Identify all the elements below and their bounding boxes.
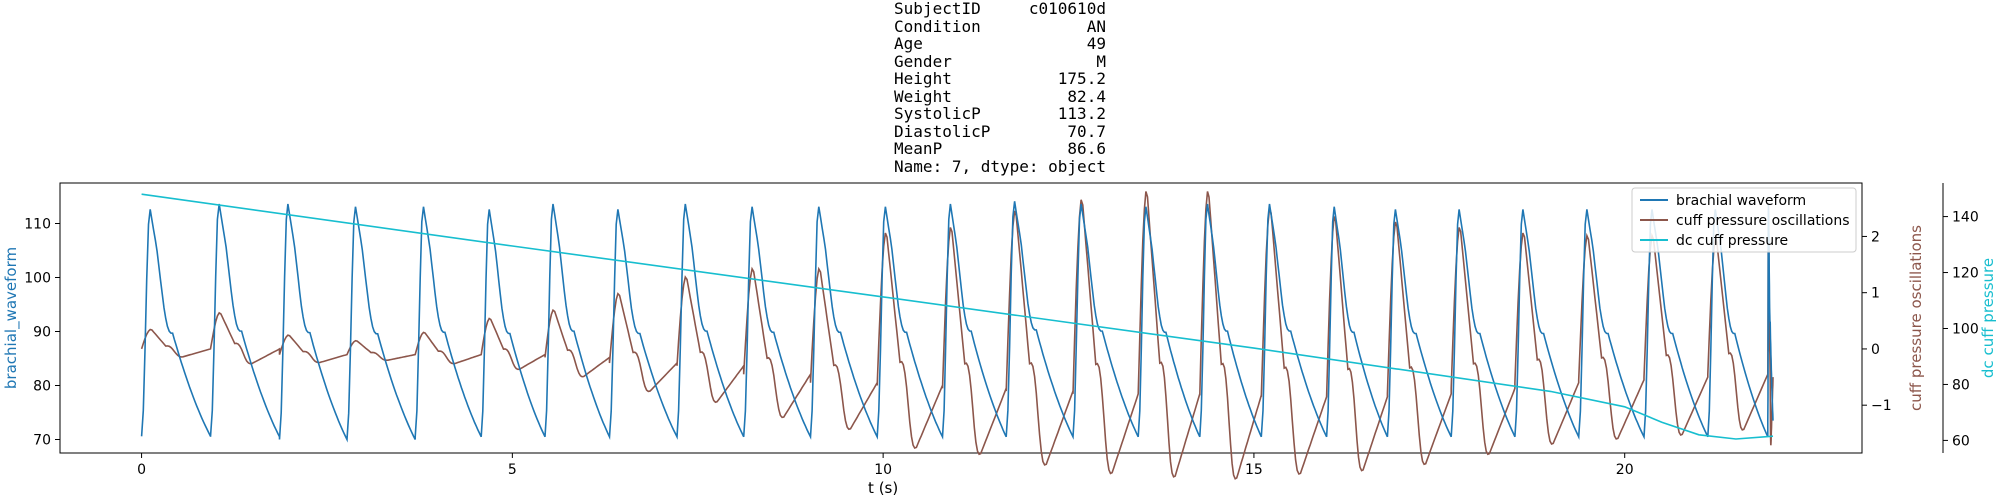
x-tick-label: 10 xyxy=(874,462,892,478)
chart-title: SubjectID c010610d Condition AN Age 49 G… xyxy=(894,0,1106,176)
y-osc-tick-label: −1 xyxy=(1871,398,1892,414)
plot-border xyxy=(59,182,1863,454)
y-dc-tick-label: 60 xyxy=(1952,433,1970,449)
y-left-tick-label: 110 xyxy=(24,217,51,233)
y-left-axis-label: brachial_waveform xyxy=(2,247,21,389)
x-axis-label: t (s) xyxy=(868,479,898,497)
x-tick-label: 5 xyxy=(508,462,517,478)
series-brachial-waveform xyxy=(140,201,1774,443)
y-dc-tick-label: 120 xyxy=(1952,266,1979,282)
legend: brachial waveform cuff pressure oscillati… xyxy=(1631,187,1857,253)
y-osc-tick-label: 2 xyxy=(1871,229,1880,245)
y-dc-tick-label: 80 xyxy=(1952,377,1970,393)
legend-box xyxy=(1631,187,1857,253)
plot-frame xyxy=(59,182,1944,454)
x-tick-label: 20 xyxy=(1616,462,1634,478)
legend-label: brachial waveform xyxy=(1676,193,1806,209)
y-osc-tick-label: 0 xyxy=(1871,342,1880,358)
y-left-tick-label: 70 xyxy=(33,433,51,449)
y-dc-tick-label: 140 xyxy=(1952,210,1979,226)
x-tick-label: 0 xyxy=(137,462,146,478)
x-tick-label: 15 xyxy=(1245,462,1263,478)
y-left-tick-label: 100 xyxy=(24,271,51,287)
y-osc-tick-label: 1 xyxy=(1871,286,1880,302)
y-osc-axis-label: cuff pressure oscillations xyxy=(1907,225,1925,411)
y-dc-axis-label: dc cuff pressure xyxy=(1979,258,1997,378)
series-dc-cuff-pressure xyxy=(141,193,1774,440)
y-left-tick-label: 90 xyxy=(33,325,51,341)
legend-label: cuff pressure oscillations xyxy=(1676,213,1850,229)
axis-ticks: 0 5 10 15 20 70 80 90 100 110 −1 0 1 2 60 80 100 120 140 xyxy=(24,210,1978,478)
series-cuff-pressure-oscillations xyxy=(140,191,1774,480)
y-dc-tick-label: 100 xyxy=(1952,321,1979,337)
legend-label: dc cuff pressure xyxy=(1676,233,1788,249)
series-lines xyxy=(140,191,1774,480)
y-left-tick-label: 80 xyxy=(33,379,51,395)
axis-labels: t (s) brachial_waveform cuff pressure osci… xyxy=(2,225,1997,497)
